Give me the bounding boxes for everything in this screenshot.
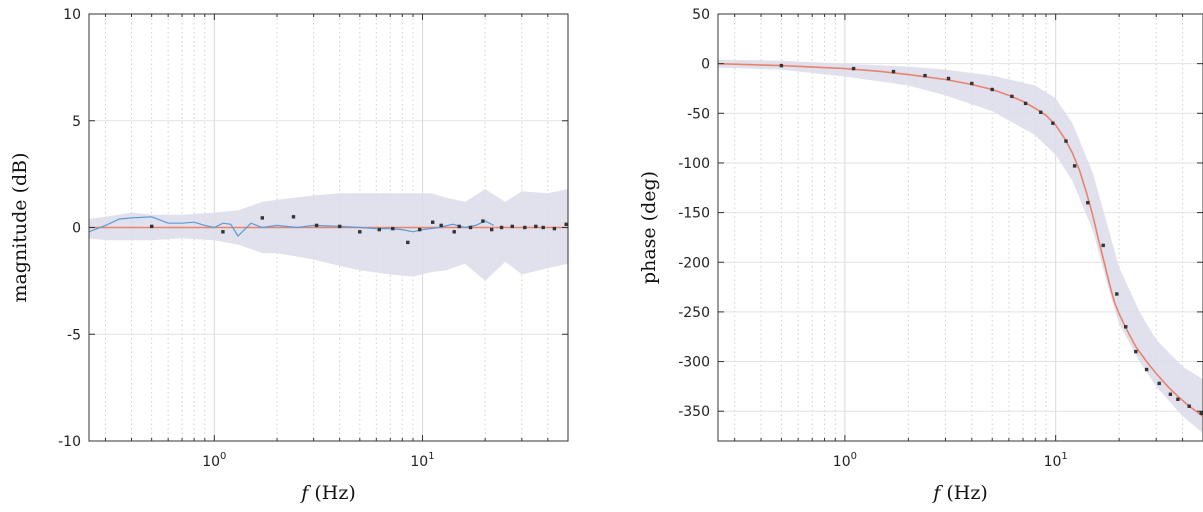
data-point bbox=[468, 225, 473, 230]
data-point bbox=[499, 225, 504, 230]
data-point bbox=[418, 227, 422, 232]
x-axis-label: f (Hz) bbox=[299, 482, 356, 504]
data-point bbox=[552, 226, 557, 231]
x-axis-label: f (Hz) bbox=[931, 482, 988, 504]
tick-marks bbox=[718, 13, 1203, 441]
y-tick-label: 50 bbox=[692, 7, 710, 23]
y-axis-label: phase (deg) bbox=[638, 171, 660, 284]
data-point bbox=[534, 224, 538, 229]
data-point bbox=[1115, 292, 1119, 296]
confidence-band bbox=[718, 59, 1203, 434]
data-point bbox=[970, 81, 974, 86]
data-point bbox=[891, 69, 896, 74]
data-point bbox=[851, 66, 856, 71]
axes-box bbox=[717, 13, 1203, 442]
y-tick-label: -250 bbox=[678, 305, 710, 321]
data-point bbox=[1134, 349, 1138, 354]
data-point bbox=[481, 219, 485, 223]
data-point bbox=[1144, 367, 1149, 372]
data-point bbox=[457, 224, 461, 229]
measurement-points bbox=[150, 215, 568, 245]
data-point bbox=[1051, 121, 1055, 125]
magnitude-chart: -10 -5 0 5 10 100 101 f (Hz) magnitude (dB) bbox=[9, 7, 569, 504]
data-point bbox=[779, 63, 784, 68]
data-point bbox=[564, 222, 568, 226]
data-point bbox=[439, 223, 443, 228]
phase-chart: -350 -300 -250 -200 -150 -100 -50 0 50 100 101 f (H… bbox=[638, 7, 1203, 504]
data-point bbox=[314, 223, 319, 228]
data-point bbox=[1168, 392, 1173, 396]
data-point bbox=[1086, 201, 1090, 205]
tick-marks bbox=[89, 13, 569, 442]
data-point bbox=[510, 224, 514, 229]
data-point bbox=[523, 225, 527, 230]
data-point bbox=[358, 230, 362, 234]
x-tick-label: 101 bbox=[410, 451, 434, 470]
data-point bbox=[1010, 94, 1014, 99]
y-tick-label: -350 bbox=[678, 404, 710, 420]
y-tick-label: -10 bbox=[58, 434, 81, 450]
y-tick-label: 5 bbox=[72, 114, 81, 130]
y-tick-label: 10 bbox=[63, 7, 81, 23]
y-tick-label: 0 bbox=[701, 57, 710, 73]
data-point bbox=[1124, 325, 1128, 329]
y-tick-label: -150 bbox=[678, 206, 710, 222]
confidence-band bbox=[89, 189, 568, 281]
data-point bbox=[1039, 110, 1043, 114]
measurement-points bbox=[779, 63, 1203, 415]
data-point bbox=[1187, 404, 1191, 408]
data-point bbox=[1101, 243, 1105, 248]
y-tick-label: -100 bbox=[678, 156, 710, 172]
data-point bbox=[490, 227, 494, 232]
x-tick-label: 100 bbox=[202, 451, 226, 470]
data-point bbox=[150, 224, 154, 229]
data-point bbox=[291, 215, 296, 219]
model-line bbox=[717, 62, 1203, 417]
data-point bbox=[431, 220, 435, 224]
data-point bbox=[1064, 139, 1068, 143]
y-axis-label: magnitude (dB) bbox=[9, 152, 31, 302]
data-point bbox=[391, 226, 395, 231]
y-tick-label: -5 bbox=[67, 327, 81, 343]
data-point bbox=[1157, 381, 1161, 386]
data-point bbox=[990, 87, 994, 92]
y-tick-label: -200 bbox=[678, 255, 710, 271]
data-point bbox=[221, 230, 225, 234]
data-point bbox=[406, 240, 410, 245]
y-tick-label: 0 bbox=[72, 221, 81, 237]
data-point bbox=[452, 230, 456, 234]
data-point bbox=[338, 224, 342, 229]
data-point bbox=[923, 73, 927, 78]
estimate-line bbox=[88, 216, 495, 237]
data-point bbox=[1176, 397, 1180, 401]
x-tick-label: 100 bbox=[833, 451, 857, 470]
y-tick-label: -300 bbox=[678, 355, 710, 371]
data-point bbox=[1072, 164, 1077, 168]
data-point bbox=[260, 216, 264, 220]
y-tick-label: -50 bbox=[687, 106, 710, 122]
x-tick-label: 101 bbox=[1044, 451, 1068, 470]
data-point bbox=[541, 225, 545, 230]
data-point bbox=[1023, 101, 1028, 106]
data-point bbox=[377, 227, 381, 232]
data-point bbox=[1199, 411, 1203, 415]
data-point bbox=[946, 76, 951, 81]
